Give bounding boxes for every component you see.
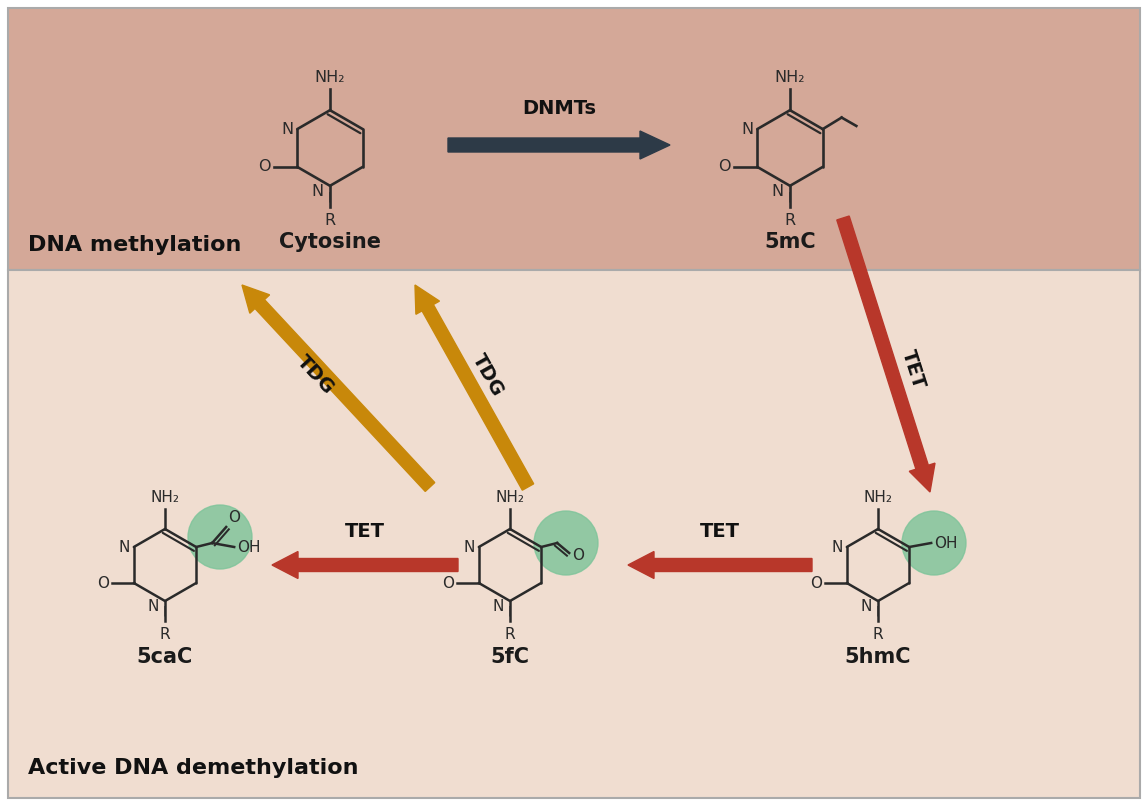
Text: TET: TET [700,522,740,541]
Text: Cytosine: Cytosine [279,232,381,252]
Text: N: N [281,122,293,136]
Circle shape [534,511,598,575]
Text: TET: TET [346,522,385,541]
Text: O: O [809,575,822,591]
Text: R: R [160,627,170,642]
Text: N: N [861,599,872,614]
Text: 5fC: 5fC [490,647,529,667]
FancyArrow shape [414,285,534,490]
Text: 5hmC: 5hmC [845,647,912,667]
Text: R: R [505,627,515,642]
Text: O: O [258,160,271,174]
Text: NH₂: NH₂ [315,70,346,85]
Text: O: O [96,575,109,591]
Text: |: | [327,191,331,202]
Text: 5mC: 5mC [765,232,816,252]
Text: NH₂: NH₂ [496,490,525,505]
Text: OH: OH [934,535,957,550]
Bar [8,8,1140,270]
Text: O: O [442,575,453,591]
Text: Active DNA demethylation: Active DNA demethylation [28,758,358,778]
Text: NH₂: NH₂ [775,70,805,85]
Bar [8,270,1140,798]
Text: R: R [325,213,335,228]
Text: TET: TET [898,347,929,391]
Text: N: N [148,599,160,614]
Text: OH: OH [238,539,261,555]
FancyArrow shape [242,285,435,492]
Text: TDG: TDG [293,352,338,398]
Text: NH₂: NH₂ [150,490,179,505]
Text: DNA methylation: DNA methylation [28,235,241,255]
Text: N: N [311,184,324,199]
Text: N: N [740,122,753,136]
Text: N: N [492,599,504,614]
Circle shape [902,511,965,575]
Text: N: N [464,539,475,555]
Text: |: | [875,606,879,617]
Text: O: O [572,547,584,563]
Text: DNMTs: DNMTs [522,99,596,118]
FancyArrow shape [448,131,670,159]
Text: NH₂: NH₂ [863,490,892,505]
Text: 5caC: 5caC [137,647,193,667]
FancyArrow shape [272,551,458,579]
Text: |: | [507,606,511,617]
Text: R: R [784,213,796,228]
Text: N: N [118,539,130,555]
Text: |: | [162,606,165,617]
Text: O: O [228,510,240,525]
Circle shape [188,505,253,569]
Text: O: O [719,160,731,174]
FancyArrow shape [837,216,934,492]
Text: TDG: TDG [468,351,507,400]
Text: R: R [872,627,883,642]
Text: |: | [788,191,791,202]
Text: N: N [831,539,843,555]
Text: N: N [771,184,784,199]
FancyArrow shape [628,551,812,579]
